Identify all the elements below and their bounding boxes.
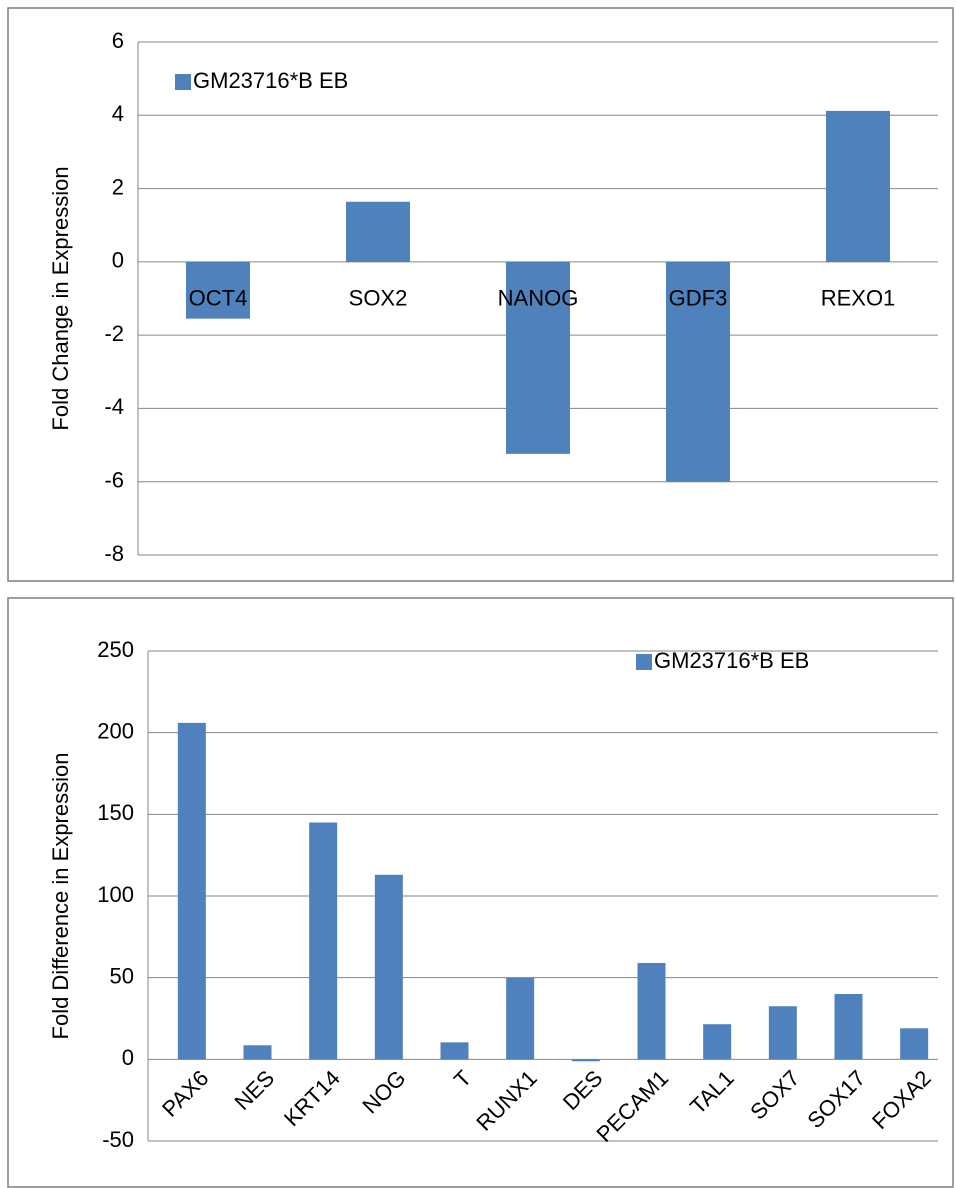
chart-frame <box>7 597 954 1188</box>
bar <box>374 874 403 1060</box>
y-axis-title: Fold Difference in Expression <box>48 753 73 1040</box>
legend-label: GM23716*B EB <box>654 648 809 673</box>
y-tick-label: -50 <box>102 1127 134 1152</box>
x-tick-label: SOX2 <box>349 286 408 311</box>
x-tick-label: KRT14 <box>279 1065 345 1131</box>
bar <box>506 977 535 1060</box>
x-tick-label: PAX6 <box>157 1065 213 1121</box>
bar <box>834 994 863 1060</box>
x-tick-label: NES <box>229 1065 279 1115</box>
bar <box>243 1045 272 1060</box>
x-tick-label: NOG <box>357 1065 410 1118</box>
bar <box>826 110 890 262</box>
x-tick-label: FOXA2 <box>867 1065 936 1134</box>
bar <box>506 261 570 454</box>
bar <box>768 1006 797 1060</box>
y-tick-label: -6 <box>104 468 124 493</box>
x-tick-label: TAL1 <box>685 1065 739 1119</box>
x-tick-label: PECAM1 <box>591 1065 673 1147</box>
x-tick-label: GDF3 <box>669 286 728 311</box>
y-tick-label: 150 <box>97 800 134 825</box>
bar <box>666 261 730 482</box>
x-tick-label: T <box>449 1065 476 1092</box>
x-tick-label: SOX17 <box>802 1065 870 1133</box>
y-tick-label: 100 <box>97 882 134 907</box>
x-tick-label: DES <box>558 1065 608 1115</box>
x-tick-label: NANOG <box>498 286 579 311</box>
x-tick-label: OCT4 <box>189 286 248 311</box>
y-tick-label: 0 <box>112 248 124 273</box>
y-tick-label: 250 <box>97 637 134 662</box>
y-axis-title: Fold Change in Expression <box>48 166 73 430</box>
y-tick-label: -4 <box>104 394 124 419</box>
y-tick-label: 6 <box>112 28 124 53</box>
legend-swatch <box>175 74 191 90</box>
y-tick-label: -2 <box>104 321 124 346</box>
bar <box>309 822 338 1060</box>
bar <box>440 1042 469 1060</box>
x-tick-label: RUNX1 <box>471 1065 541 1135</box>
x-tick-label: REXO1 <box>821 286 896 311</box>
y-tick-label: -8 <box>104 541 124 566</box>
x-tick-label: SOX7 <box>745 1065 804 1124</box>
legend-swatch <box>636 654 652 670</box>
bar <box>900 1028 929 1060</box>
y-tick-label: 4 <box>112 101 124 126</box>
bar <box>637 962 666 1060</box>
bar <box>703 1024 732 1060</box>
bar <box>571 1059 600 1062</box>
bar <box>177 722 206 1060</box>
legend-label: GM23716*B EB <box>193 68 348 93</box>
y-tick-label: 0 <box>122 1045 134 1070</box>
y-tick-label: 50 <box>110 963 134 988</box>
chart-frame <box>7 7 954 582</box>
y-tick-label: 200 <box>97 718 134 743</box>
bar <box>186 261 250 319</box>
y-tick-label: 2 <box>112 174 124 199</box>
bar <box>346 201 410 262</box>
